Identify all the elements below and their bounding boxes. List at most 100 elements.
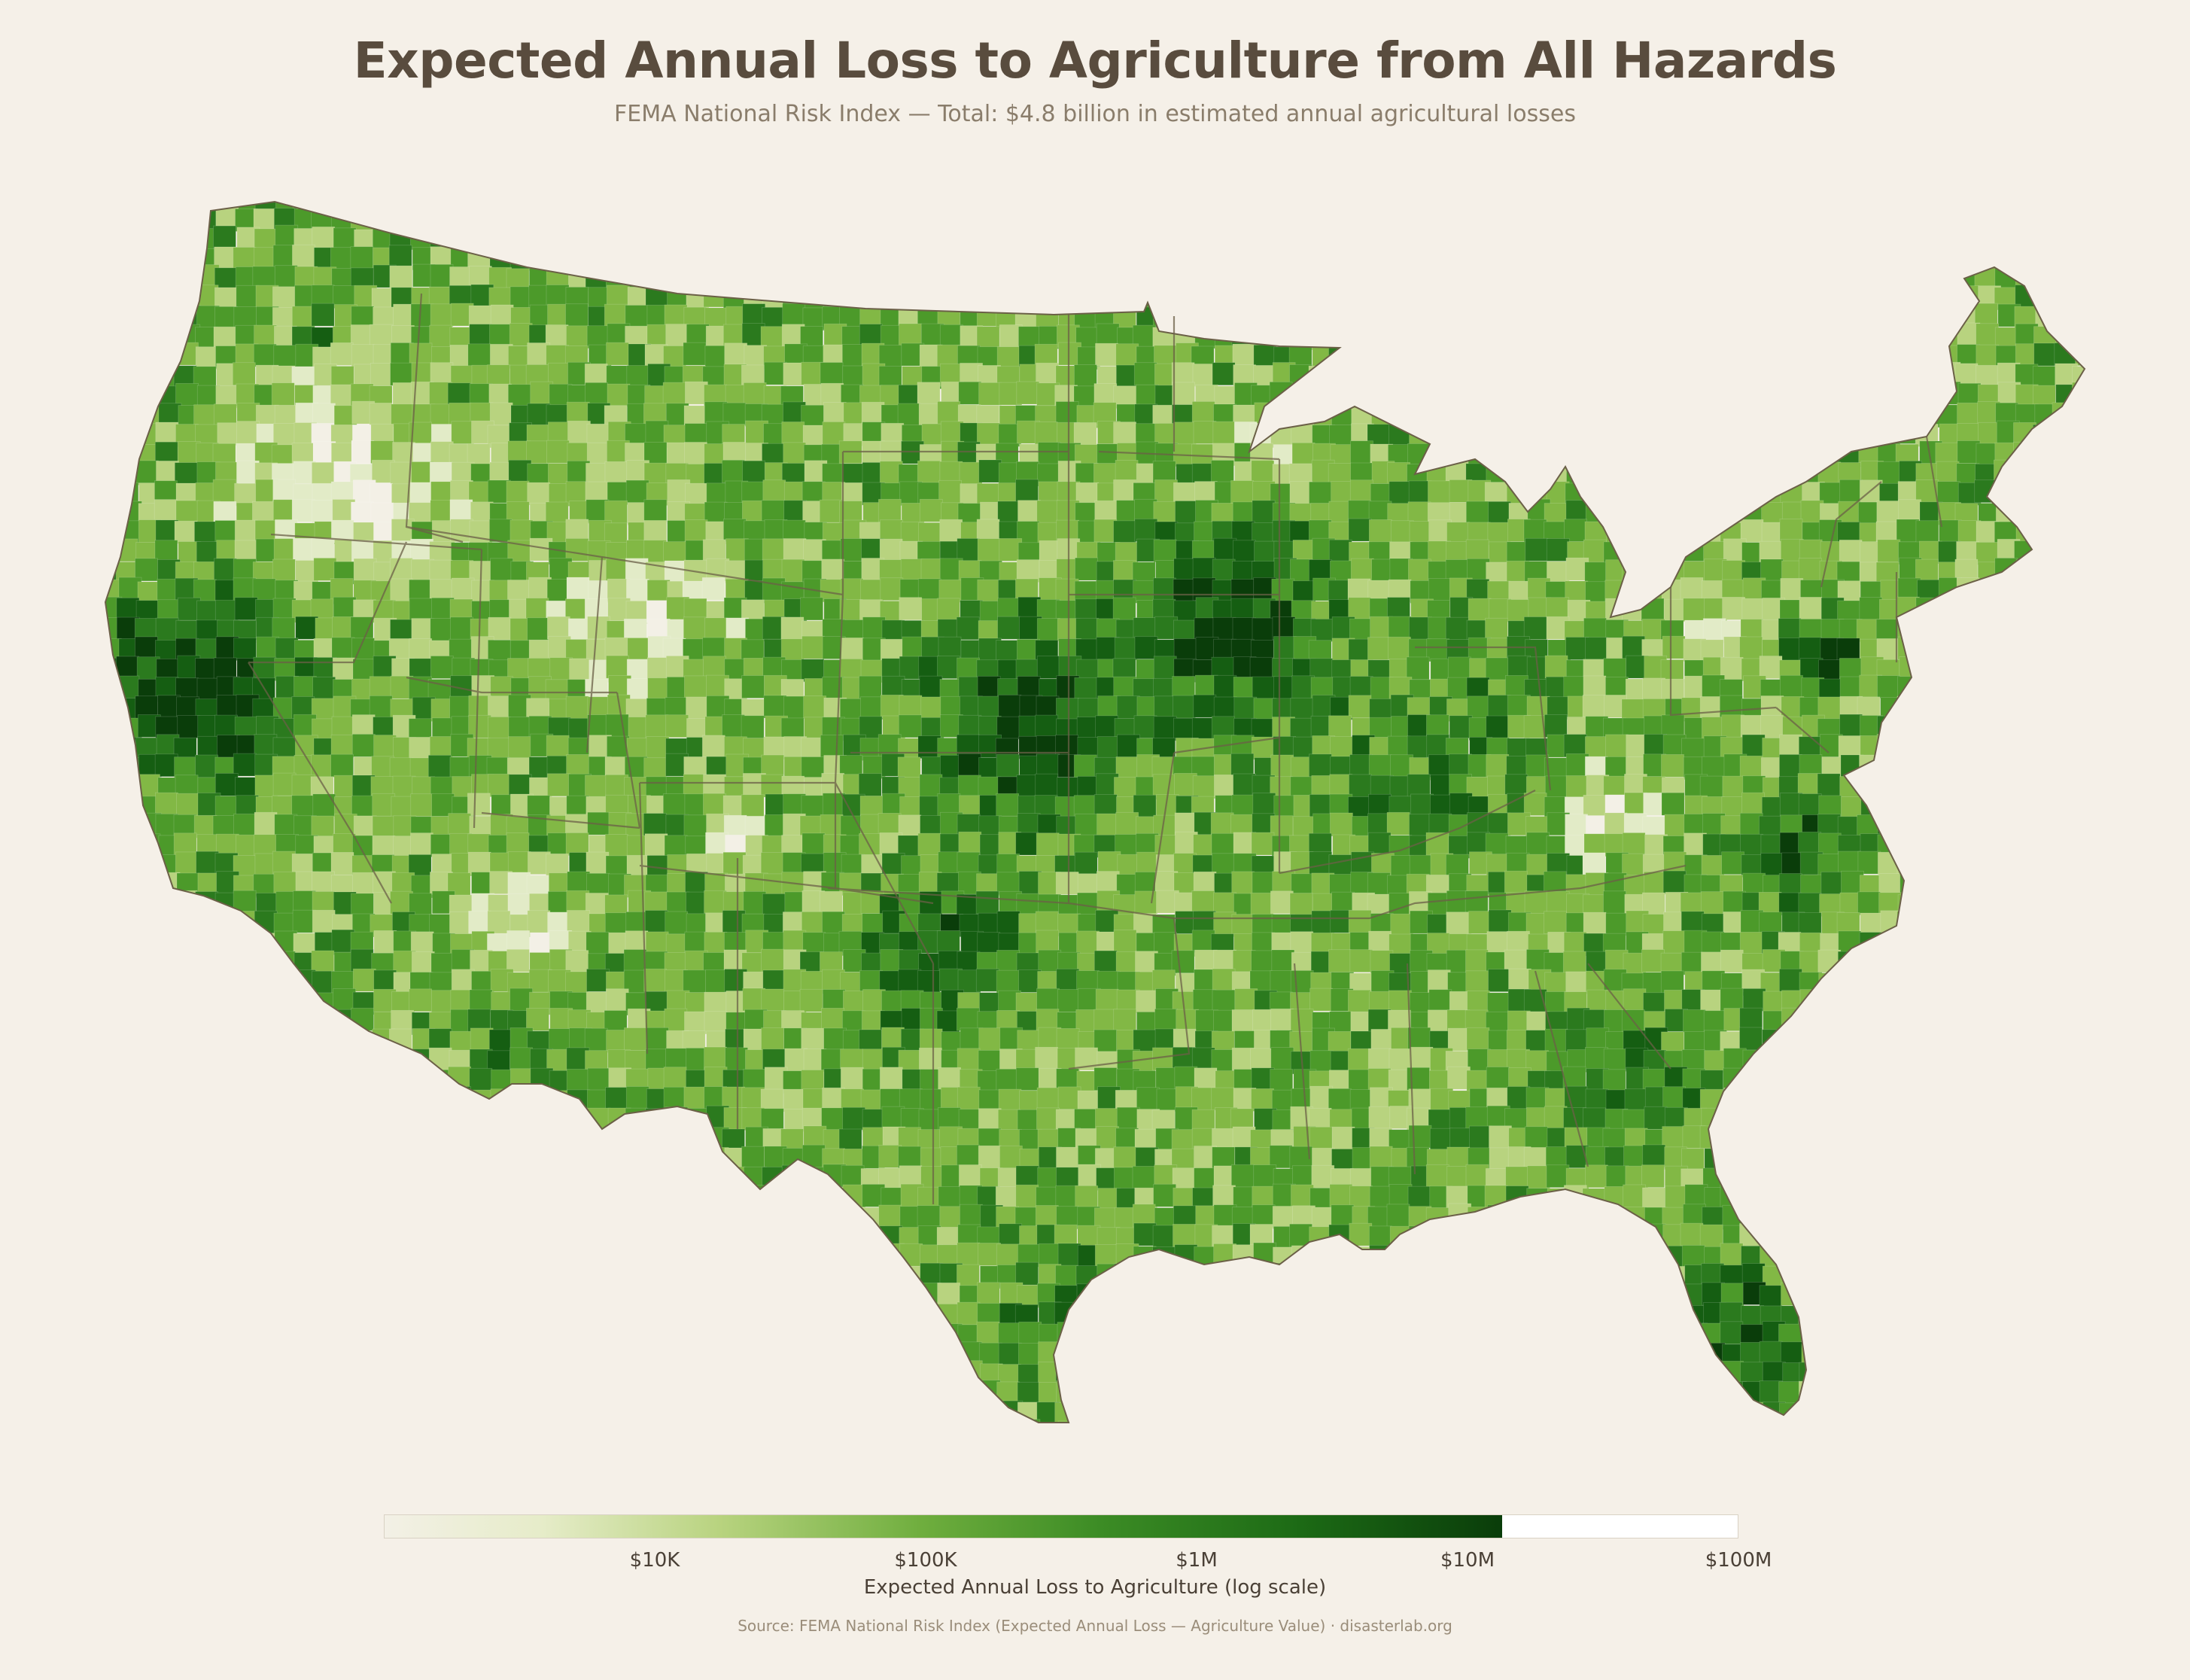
- county-cell: [2052, 1069, 2076, 1093]
- county-cell: [294, 1070, 318, 1094]
- county-cell: [898, 714, 922, 738]
- county-cell: [2015, 618, 2038, 642]
- county-cell: [937, 656, 960, 679]
- county-cell: [1176, 1009, 1200, 1033]
- county-cell: [645, 202, 668, 210]
- county-cell: [214, 246, 238, 270]
- county-cell: [1817, 404, 1841, 428]
- county-cell: [1309, 481, 1332, 505]
- county-cell: [1582, 1107, 1606, 1131]
- county-cell: [1877, 1009, 1901, 1033]
- county-cell: [724, 247, 747, 271]
- county-cell: [1797, 773, 1821, 796]
- county-cell: [2034, 245, 2058, 269]
- county-cell: [236, 1108, 260, 1131]
- county-cell: [2095, 347, 2118, 370]
- county-cell: [1212, 616, 1236, 641]
- county-cell: [1425, 202, 1449, 213]
- county-cell: [1662, 1086, 1687, 1110]
- county-cell: [1936, 715, 1960, 739]
- county-cell: [625, 205, 648, 229]
- county-cell: [1721, 384, 1745, 408]
- county-cell: [1956, 891, 1979, 915]
- county-cell: [2073, 1107, 2085, 1131]
- county-cell: [1641, 284, 1665, 308]
- county-cell: [939, 246, 963, 270]
- county-cell: [1074, 851, 1098, 875]
- county-cell: [1878, 401, 1903, 425]
- county-cell: [1918, 968, 1942, 992]
- county-cell: [2095, 558, 2118, 581]
- county-cell: [2072, 401, 2085, 425]
- county-cell: [841, 638, 864, 661]
- county-cell: [1994, 619, 2018, 643]
- county-cell: [604, 1128, 628, 1152]
- county-cell: [254, 1068, 278, 1092]
- county-cell: [1195, 228, 1219, 252]
- county-cell: [155, 1050, 179, 1074]
- county-cell: [2054, 442, 2078, 466]
- county-cell: [2032, 424, 2056, 448]
- county-cell: [782, 228, 806, 252]
- county-cell: [1994, 892, 2018, 916]
- county-cell: [1349, 949, 1373, 972]
- county-cell: [1958, 773, 1982, 797]
- county-cell: [1037, 225, 1061, 248]
- county-cell: [842, 1106, 865, 1131]
- county-cell: [1800, 1030, 1824, 1054]
- county-cell: [1662, 635, 1686, 659]
- county-cell: [1095, 988, 1119, 1012]
- county-cell: [1603, 499, 1626, 523]
- county-cell: [2015, 208, 2039, 232]
- county-cell: [1915, 266, 1939, 291]
- county-cell: [917, 460, 941, 484]
- county-cell: [253, 343, 277, 367]
- county-cell: [1331, 402, 1355, 426]
- county-cell: [1585, 205, 1609, 230]
- county-cell: [605, 558, 629, 582]
- county-cell: [1251, 1088, 1274, 1112]
- county-cell: [1075, 813, 1099, 837]
- county-cell: [2014, 890, 2038, 915]
- county-cell: [683, 342, 707, 366]
- county-cell: [2015, 733, 2038, 757]
- county-cell: [1606, 322, 1629, 346]
- county-cell: [372, 815, 396, 839]
- county-cell: [1739, 1108, 1763, 1132]
- county-cell: [1817, 285, 1841, 309]
- county-cell: [1641, 560, 1665, 584]
- county-cell: [1880, 247, 1904, 271]
- county-cell: [1057, 208, 1081, 233]
- county-cell: [117, 268, 141, 291]
- county-cell: [330, 342, 354, 366]
- county-cell: [1371, 403, 1395, 427]
- county-cell: [565, 971, 589, 995]
- county-cell: [429, 1127, 453, 1151]
- county-cell: [741, 265, 765, 289]
- county-cell: [1017, 248, 1042, 272]
- county-cell: [1624, 305, 1648, 328]
- county-cell: [1427, 403, 1451, 426]
- county-cell: [1760, 853, 1784, 876]
- county-cell: [1565, 971, 1589, 995]
- county-cell: [1133, 246, 1156, 270]
- county-cell: [1154, 1009, 1178, 1032]
- county-cell: [1328, 539, 1352, 563]
- county-cell: [1410, 404, 1434, 428]
- county-cell: [105, 676, 120, 699]
- county-cell: [1897, 227, 1921, 251]
- county-cell: [1015, 1067, 1039, 1091]
- county-cell: [1916, 207, 1939, 231]
- county-cell: [1917, 953, 1941, 977]
- county-cell: [839, 284, 863, 307]
- county-cell: [175, 500, 199, 524]
- county-cell: [1681, 364, 1705, 388]
- county-cell: [998, 1088, 1022, 1112]
- county-cell: [1917, 1028, 1941, 1052]
- county-cell: [105, 1090, 121, 1113]
- county-cell: [978, 459, 1002, 483]
- county-cell: [936, 930, 960, 954]
- county-cell: [2055, 264, 2079, 288]
- county-cell: [216, 950, 240, 973]
- county-cell: [1937, 832, 1961, 857]
